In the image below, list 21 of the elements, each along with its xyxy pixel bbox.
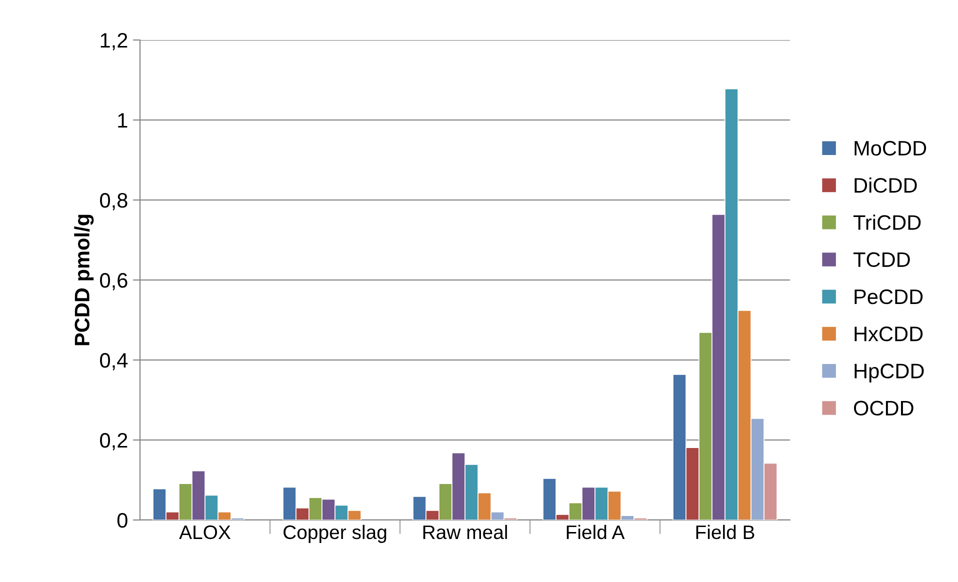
legend-label: TCDD bbox=[853, 252, 910, 268]
legend-label: DiCDD bbox=[854, 177, 917, 193]
legend-label: HxCDD bbox=[854, 326, 923, 342]
y-axis-title: PCDD pmol/g bbox=[74, 214, 94, 346]
x-tick-label: Field B bbox=[696, 524, 754, 540]
y-tick-label: 0,8 bbox=[100, 193, 128, 210]
legend-label: MoCDD bbox=[854, 140, 926, 156]
y-tick-label: 1 bbox=[118, 113, 128, 128]
x-tick-label: ALOX bbox=[179, 525, 231, 540]
y-tick-label: 0,6 bbox=[100, 273, 128, 290]
legend-label: PeCDD bbox=[854, 289, 923, 304]
y-tick-label: 0,4 bbox=[100, 353, 128, 370]
y-tick-label: 1,2 bbox=[100, 33, 128, 50]
legend-label: OCDD bbox=[854, 400, 914, 416]
legend-label: TriCDD bbox=[853, 214, 921, 230]
x-tick-label: Field A bbox=[566, 524, 625, 540]
x-tick-label: Copper slag bbox=[284, 524, 386, 543]
x-tick-label: Raw meal bbox=[423, 524, 507, 540]
legend-label: HpCDD bbox=[854, 364, 924, 383]
y-tick-label: 0 bbox=[117, 513, 128, 528]
y-tick-label: 0,2 bbox=[100, 433, 128, 450]
